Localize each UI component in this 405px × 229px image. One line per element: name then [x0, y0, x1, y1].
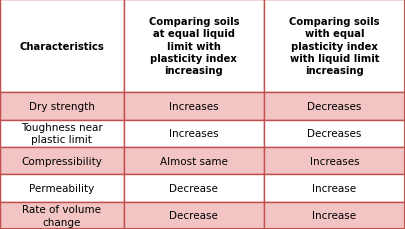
Text: Permeability: Permeability [29, 183, 94, 193]
Bar [0, 0, 124, 93]
Text: Comparing soils
at equal liquid
limit with
plasticity index
increasing: Comparing soils at equal liquid limit wi… [149, 17, 239, 76]
Bar [0, 120, 124, 147]
Text: Decreases: Decreases [307, 101, 362, 111]
Bar [264, 174, 405, 202]
Text: Increase: Increase [313, 183, 356, 193]
Bar [124, 147, 264, 174]
Text: Almost same: Almost same [160, 156, 228, 166]
Text: Increases: Increases [310, 156, 359, 166]
Text: Characteristics: Characteristics [19, 41, 104, 51]
Bar [0, 202, 124, 229]
Bar [124, 120, 264, 147]
Bar [264, 120, 405, 147]
Bar [124, 0, 264, 93]
Bar [264, 202, 405, 229]
Bar [124, 202, 264, 229]
Text: Rate of volume
change: Rate of volume change [22, 204, 101, 226]
Bar [0, 147, 124, 174]
Text: Comparing soils
with equal
plasticity index
with liquid limit
increasing: Comparing soils with equal plasticity in… [289, 17, 380, 76]
Text: Increases: Increases [169, 101, 219, 111]
Text: Increases: Increases [169, 129, 219, 139]
Bar [264, 0, 405, 93]
Bar [0, 174, 124, 202]
Bar [264, 147, 405, 174]
Text: Decrease: Decrease [169, 183, 218, 193]
Text: Compressibility: Compressibility [21, 156, 102, 166]
Text: Dry strength: Dry strength [29, 101, 95, 111]
Text: Toughness near
plastic limit: Toughness near plastic limit [21, 123, 102, 145]
Text: Increase: Increase [313, 210, 356, 220]
Bar [264, 93, 405, 120]
Text: Decrease: Decrease [169, 210, 218, 220]
Bar [124, 93, 264, 120]
Bar [0, 93, 124, 120]
Bar [124, 174, 264, 202]
Text: Decreases: Decreases [307, 129, 362, 139]
